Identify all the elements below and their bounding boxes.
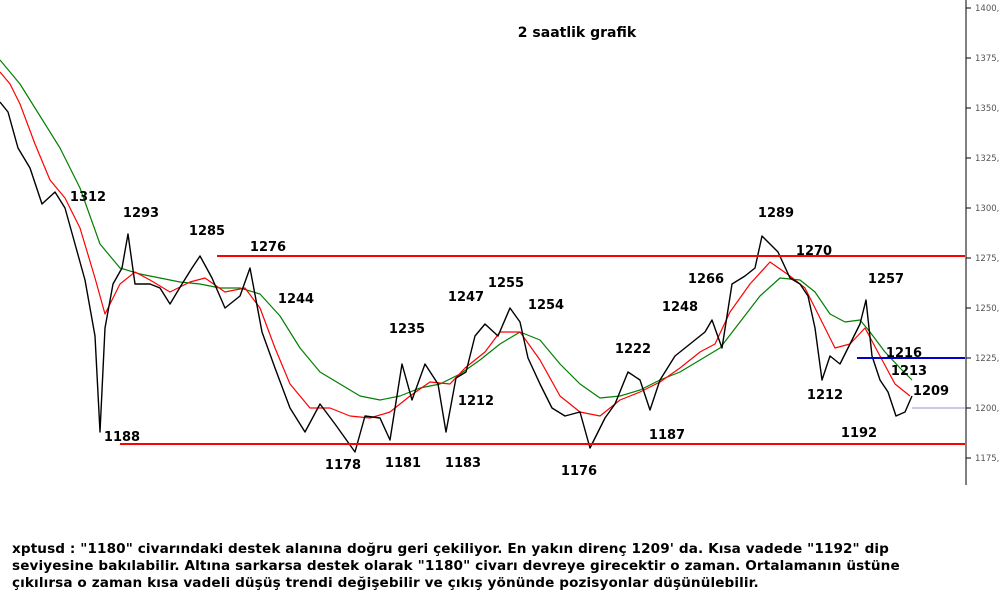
annotation-17: 1248 — [662, 300, 698, 315]
annotation-0: 1312 — [70, 190, 106, 205]
caption-line-3: çıkılırsa o zaman kısa vadeli düşüş tren… — [12, 575, 759, 591]
annotation-5: 1188 — [104, 430, 140, 445]
y-tick-label-1325: 1325, — [975, 154, 999, 164]
y-tick-label-1375: 1375, — [975, 54, 999, 64]
annotation-13: 1254 — [528, 298, 564, 313]
y-tick-label-1350: 1350, — [975, 104, 999, 114]
annotation-4: 1244 — [278, 292, 314, 307]
y-axis: 1175, 1200, 1225, 1250, 1275, 1300, 1325, 1350,… — [965, 0, 999, 485]
annotation-1: 1293 — [123, 206, 159, 221]
y-tick-label-1200: 1200, — [975, 404, 999, 414]
annotation-15: 1222 — [615, 342, 651, 357]
y-tick-label-1250: 1250, — [975, 304, 999, 314]
annotation-21: 1257 — [868, 272, 904, 287]
y-tick-label-1275: 1275, — [975, 254, 999, 264]
y-tick-label-1400: 1400, — [975, 4, 999, 14]
annotation-26: 1192 — [841, 426, 877, 441]
series-layer — [0, 59, 913, 453]
chart-title: 2 saatlik grafik — [518, 25, 637, 41]
annotation-10: 1212 — [458, 394, 494, 409]
annotation-3: 1276 — [250, 240, 286, 255]
y-tick-label-1225: 1225, — [975, 354, 999, 364]
annotation-layer: 1312 1293 1285 1276 1244 1188 1178 1181 1183 1235… — [70, 190, 949, 479]
annotation-9: 1235 — [389, 322, 425, 337]
annotation-2: 1285 — [189, 224, 225, 239]
annotation-12: 1255 — [488, 276, 524, 291]
annotation-18: 1266 — [688, 272, 724, 287]
series-price — [0, 101, 913, 453]
annotation-24: 1213 — [891, 364, 927, 379]
annotation-6: 1178 — [325, 458, 361, 473]
annotation-14: 1176 — [561, 464, 597, 479]
annotation-25: 1209 — [913, 384, 949, 399]
caption-line-2: seviyesine bakılabilir. Altına sarkarsa … — [12, 558, 900, 574]
annotation-16: 1187 — [649, 428, 685, 443]
annotation-8: 1183 — [445, 456, 481, 471]
levels-layer — [120, 255, 965, 445]
annotation-20: 1270 — [796, 244, 832, 259]
annotation-11: 1247 — [448, 290, 484, 305]
caption-line-1: xptusd : "1180" civarındaki destek alanı… — [12, 541, 889, 557]
annotation-22: 1212 — [807, 388, 843, 403]
price-chart: 2 saatlik grafik 1312 1293 1285 1276 1244 118… — [0, 0, 999, 485]
series-ma-long — [0, 59, 913, 401]
annotation-19: 1289 — [758, 206, 794, 221]
y-tick-label-1175: 1175, — [975, 454, 999, 464]
annotation-7: 1181 — [385, 456, 421, 471]
annotation-23: 1216 — [886, 346, 922, 361]
analysis-caption: xptusd : "1180" civarındaki destek alanı… — [12, 541, 987, 592]
y-tick-label-1300: 1300, — [975, 204, 999, 214]
series-ma-short — [0, 71, 911, 419]
